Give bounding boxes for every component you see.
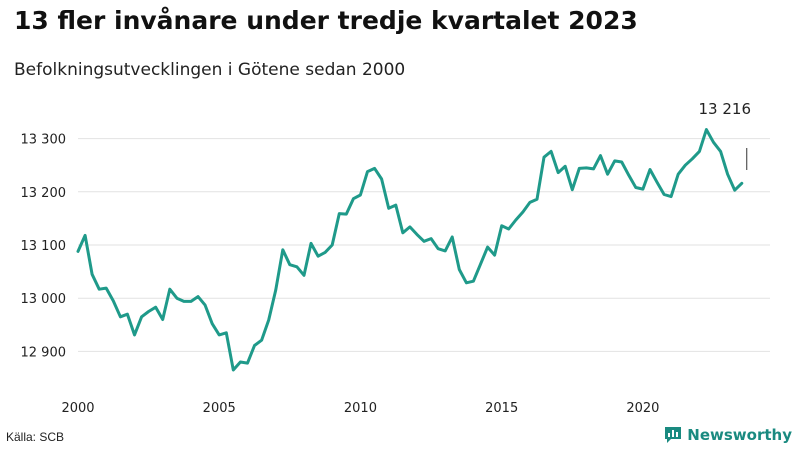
y-tick-label: 13 200 xyxy=(21,186,67,201)
series-line-0 xyxy=(76,128,744,372)
x-tick-label: 2000 xyxy=(61,401,94,416)
chart-subtitle: Befolkningsutvecklingen i Götene sedan 2… xyxy=(14,60,406,80)
annotation-layer: 13 216 xyxy=(699,100,752,170)
chart-title: 13 fler invånare under tredje kvartalet … xyxy=(14,6,638,35)
series-layer xyxy=(76,128,744,372)
annotation-label: 13 216 xyxy=(699,100,752,118)
bar-chart-icon xyxy=(665,427,682,443)
brand-logo: Newsworthy xyxy=(663,425,792,445)
x-tick-label: 2005 xyxy=(203,401,236,416)
x-tick-label: 2015 xyxy=(485,401,518,416)
source-note: Källa: SCB xyxy=(6,430,65,444)
x-tick-label: 2020 xyxy=(626,401,659,416)
brand-name: Newsworthy xyxy=(687,426,792,444)
y-axis-labels: 12 900 13 000 13 100 13 200 13 300 xyxy=(21,133,67,361)
y-tick-label: 13 100 xyxy=(21,239,67,254)
grid-lines xyxy=(78,138,770,352)
x-axis-labels: 2000 2005 2010 2015 2020 xyxy=(61,401,659,416)
x-tick-label: 2010 xyxy=(344,401,377,416)
y-tick-label: 12 900 xyxy=(21,345,67,360)
y-tick-label: 13 000 xyxy=(21,292,67,307)
y-tick-label: 13 300 xyxy=(21,133,67,148)
